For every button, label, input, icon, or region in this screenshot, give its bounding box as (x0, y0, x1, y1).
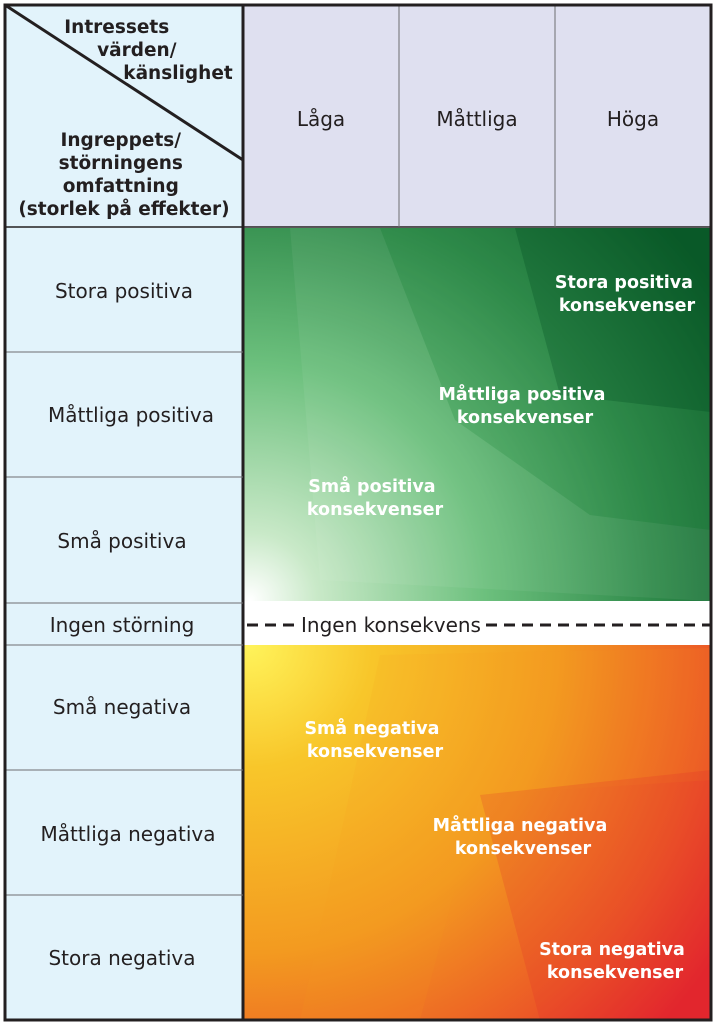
impact-extent-label: Ingreppets/ störningens omfattning (stor… (18, 130, 229, 220)
positive-zone-facet-light (290, 228, 711, 601)
negative-zone (243, 645, 711, 1020)
positive-zone (243, 228, 711, 601)
negative-zone-facet-red (480, 770, 711, 1020)
column-header-low: Låga (297, 107, 345, 131)
corner-lower-fill (5, 5, 243, 227)
row-label-small-positive: Små positiva (57, 529, 186, 553)
outer-frame (3, 3, 713, 1022)
small-positive-consequence-label: Små positiva konsekvenser (307, 475, 444, 520)
row-label-no-disturbance: Ingen störning (50, 613, 195, 637)
neutral-zone (243, 601, 711, 645)
row-label-moderate-positive: Måttliga positiva (48, 403, 214, 427)
positive-zone-facet-dark (515, 228, 711, 412)
column-header-high: Höga (607, 107, 659, 131)
moderate-negative-consequence-label: Måttliga negativa konsekvenser (433, 814, 614, 859)
no-consequence-label: Ingen konsekvens (301, 613, 481, 637)
row-label-large-negative: Stora negativa (48, 946, 195, 970)
column-header-moderate: Måttliga (436, 107, 517, 131)
large-negative-consequence-label: Stora negativa konsekvenser (539, 940, 691, 983)
large-positive-consequence-label: Stora positiva konsekvenser (555, 273, 699, 316)
row-label-large-positive: Stora positiva (55, 279, 193, 303)
small-negative-consequence-label: Små negativa konsekvenser (304, 717, 445, 762)
positive-zone-facet-mid (380, 228, 711, 530)
values-sensitivity-label: Intressets värden/ känslighet (64, 17, 233, 84)
moderate-positive-consequence-label: Måttliga positiva konsekvenser (438, 383, 611, 428)
corner-diagonal (4, 3, 244, 162)
row-label-small-negative: Små negativa (53, 695, 191, 719)
negative-zone-facet-mid (300, 648, 711, 1020)
row-label-moderate-negative: Måttliga negativa (40, 822, 215, 846)
